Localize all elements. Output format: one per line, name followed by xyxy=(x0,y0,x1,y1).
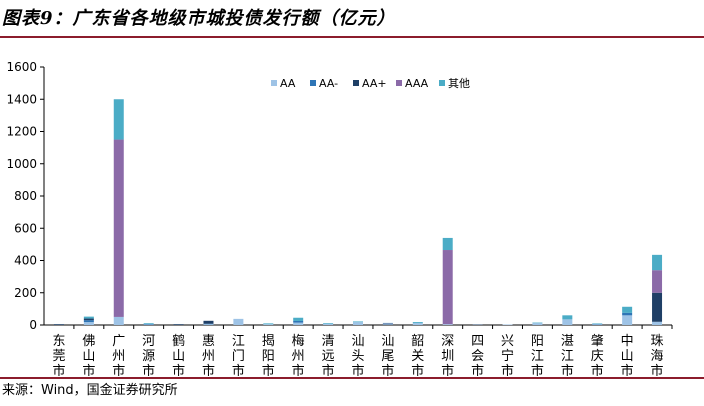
bar-segment xyxy=(562,319,573,325)
y-tick-label: 800 xyxy=(14,189,37,203)
bar-segment xyxy=(83,322,94,325)
chart-title: 图表9：广东省各地级市城投债发行额（亿元） xyxy=(2,8,396,29)
bar-segment xyxy=(113,316,124,325)
bar-segment xyxy=(293,320,304,323)
legend-swatch xyxy=(439,80,445,86)
bar-segment xyxy=(442,324,453,325)
bar-segment xyxy=(622,312,633,316)
bar-segment xyxy=(652,292,663,322)
bar-segment xyxy=(382,324,393,325)
bar-segment xyxy=(592,324,603,325)
bar-segment xyxy=(652,270,663,293)
y-axis: 0 200 400 600 800 1000 1200 1400 1600 xyxy=(6,60,45,332)
header-rule xyxy=(0,36,704,38)
bar-segment xyxy=(293,317,304,321)
bar-segment xyxy=(382,323,393,325)
legend-label: AAA xyxy=(405,77,429,90)
x-tick-label: 汕尾市 xyxy=(381,334,394,376)
bar-segment xyxy=(412,323,423,325)
stacked-bar-chart: 0 200 400 600 800 1000 1200 1400 1600 东莞市 佛山市 广州市 河… xyxy=(6,60,673,376)
y-tick-label: 400 xyxy=(14,254,37,268)
bars xyxy=(53,99,663,326)
bar-segment xyxy=(592,323,603,324)
bar-segment xyxy=(83,318,94,321)
x-tick-label: 江门市 xyxy=(232,334,245,376)
bar-segment xyxy=(83,316,94,319)
bar-segment xyxy=(592,323,603,325)
legend-swatch xyxy=(310,80,316,86)
bar-segment xyxy=(502,324,513,326)
x-axis: 东莞市 佛山市 广州市 河源市 鹤山市 惠州市 江门市 揭阳市 梅州市 清远市 汕头市 汕尾市 韶关市 深… xyxy=(44,324,673,376)
bar-segment xyxy=(203,320,214,324)
bar-segment xyxy=(83,320,94,323)
bar-segment xyxy=(532,323,543,325)
bar-segment xyxy=(53,324,64,325)
x-tick-label: 揭阳市 xyxy=(262,334,275,376)
y-tick-label: 200 xyxy=(14,286,37,300)
legend-label: 其他 xyxy=(448,77,470,90)
x-tick-label: 汕头市 xyxy=(351,334,364,376)
bar-segment xyxy=(323,323,334,325)
x-tick-label: 惠州市 xyxy=(202,334,215,376)
bar-segment xyxy=(622,315,633,325)
bar-segment xyxy=(382,322,393,324)
x-tick-label: 韶关市 xyxy=(411,333,424,376)
bar-segment xyxy=(442,250,453,325)
y-tick-label: 1200 xyxy=(6,125,37,139)
source-note: 来源：Wind，国金证券研究所 xyxy=(2,383,178,398)
bar-segment xyxy=(532,322,543,324)
bar-segment xyxy=(263,323,274,325)
bar-segment xyxy=(263,324,274,325)
y-tick-label: 0 xyxy=(29,318,37,332)
bar-segment xyxy=(203,323,214,325)
bar-segment xyxy=(323,323,334,324)
bar-segment xyxy=(622,306,633,313)
bar-segment xyxy=(113,99,124,140)
y-tick-label: 1400 xyxy=(6,92,37,106)
bar-segment xyxy=(293,322,304,325)
bar-segment xyxy=(652,254,663,271)
legend-swatch xyxy=(353,80,359,86)
y-tick-label: 1000 xyxy=(6,157,37,171)
x-tick-label: 河源市 xyxy=(142,334,155,376)
legend-swatch xyxy=(396,80,402,86)
y-tick-label: 600 xyxy=(14,221,37,235)
legend-label: AA+ xyxy=(362,77,387,90)
x-tick-label: 鹤山市 xyxy=(172,333,185,376)
legend-label: AA- xyxy=(319,77,338,90)
bar-segment xyxy=(233,318,244,325)
x-tick-label: 深圳市 xyxy=(441,334,454,376)
bar-segment xyxy=(143,324,154,325)
x-tick-label: 佛山市 xyxy=(82,334,95,376)
bar-segment xyxy=(412,322,423,324)
x-tick-label: 梅州市 xyxy=(292,334,305,376)
bar-segment xyxy=(353,322,363,325)
bar-segment xyxy=(353,321,363,323)
x-tick-label: 阳江市 xyxy=(531,334,544,376)
x-tick-label: 肇庆市 xyxy=(591,334,604,376)
bar-segment xyxy=(562,315,573,320)
bar-segment xyxy=(472,324,483,326)
x-tick-label: 四会市 xyxy=(471,334,484,376)
legend-label: AA xyxy=(280,77,296,90)
legend-swatch xyxy=(271,80,277,86)
bar-segment xyxy=(203,324,214,325)
x-tick-label: 兴宁市 xyxy=(501,334,514,376)
x-tick-label: 珠海市 xyxy=(651,334,664,376)
bar-segment xyxy=(173,324,184,325)
bar-segment xyxy=(442,237,453,251)
x-tick-label: 中山市 xyxy=(621,334,634,376)
footer-rule xyxy=(0,377,704,379)
x-tick-label: 东莞市 xyxy=(52,334,65,376)
bar-segment xyxy=(652,321,663,325)
bar-segment xyxy=(143,323,154,325)
x-tick-label: 广州市 xyxy=(112,334,125,376)
legend: AA AA- AA+ AAA 其他 xyxy=(271,77,470,90)
bar-segment xyxy=(382,323,393,324)
bar-segment xyxy=(113,139,124,317)
y-tick-label: 1600 xyxy=(6,60,37,74)
x-tick-label: 清远市 xyxy=(322,334,335,376)
x-tick-label: 湛江市 xyxy=(561,334,574,376)
bar-segment xyxy=(143,324,154,325)
